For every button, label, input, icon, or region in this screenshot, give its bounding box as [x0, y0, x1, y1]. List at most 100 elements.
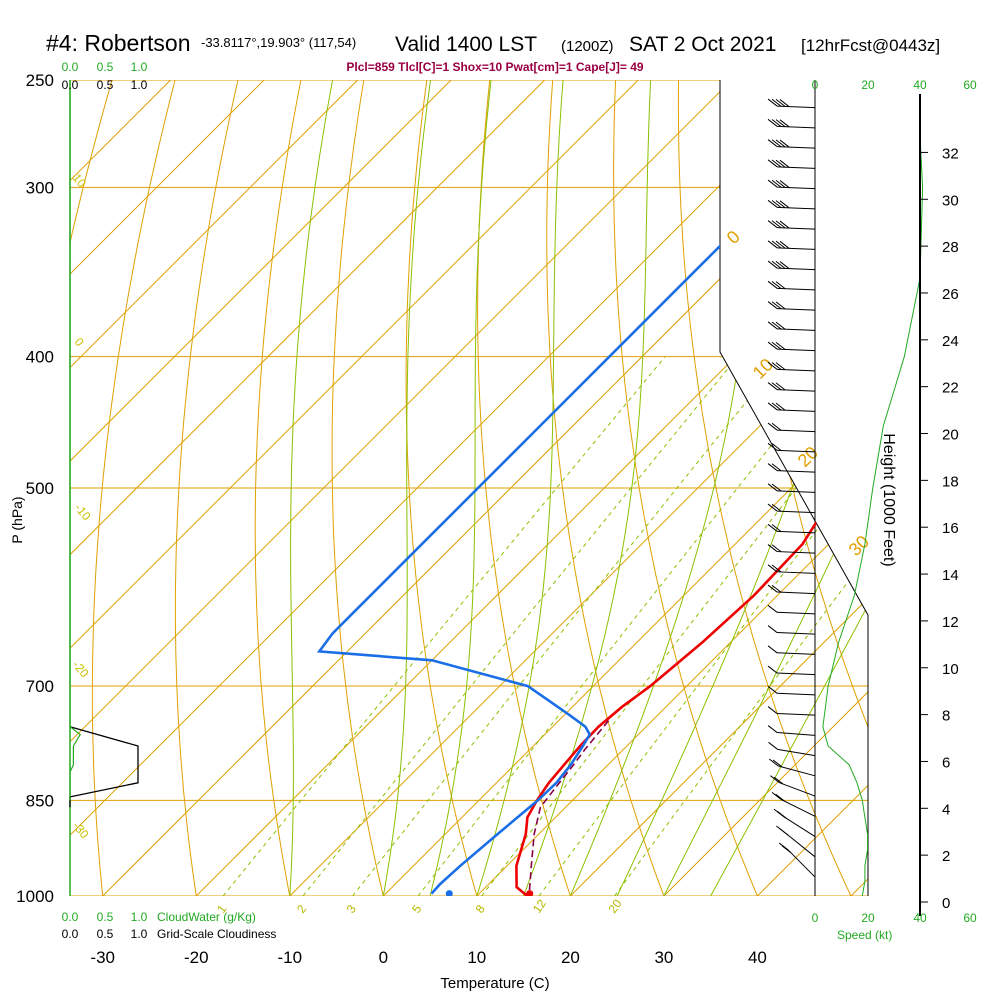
wind-barb-shaft: [777, 632, 816, 635]
wind-barb-shaft: [777, 227, 816, 230]
temperature-tick-label: -10: [278, 948, 303, 967]
wind-barb-flag: [779, 119, 790, 128]
wind-barb-flag: [767, 442, 778, 451]
dry-adiabat-label: 0: [72, 335, 87, 349]
wind-barb: [767, 159, 816, 169]
dry-adiabat-label: -20: [70, 658, 92, 681]
wind-barb: [767, 706, 816, 716]
wind-barb-shaft: [777, 287, 816, 291]
wind-barb: [768, 741, 816, 757]
wind-barb-shaft: [780, 798, 816, 817]
wind-barb-flag: [771, 483, 782, 492]
wind-barb-flag: [771, 200, 782, 208]
cloudwater-tick-top: 0.5: [97, 60, 114, 74]
wind-barb-flag: [771, 402, 782, 411]
wind-barb-flag: [775, 139, 786, 148]
wind-barb-flag: [775, 301, 786, 310]
moist-adiabat-15: [523, 80, 652, 896]
isotherm-label: 10: [749, 355, 777, 383]
isotherm--50: [70, 80, 733, 896]
wind-barb-shaft: [787, 849, 816, 878]
wind-barb-flag: [771, 791, 782, 800]
wind-barb-flag: [771, 260, 782, 269]
background-grid: [70, 80, 868, 896]
mixing-ratio-label: 3: [344, 902, 359, 916]
wind-barb-flag: [767, 625, 778, 633]
sounding-profiles: [316, 106, 868, 896]
wind-barb-shaft: [777, 206, 816, 210]
wind-barb-flag: [767, 523, 778, 532]
dry-adiabat-10: [405, 80, 478, 896]
isotherm--90: [70, 80, 358, 896]
height-tick-label: 24: [942, 333, 959, 350]
x-axis-label: Temperature (C): [440, 975, 549, 992]
wind-barb: [767, 463, 816, 473]
wind-barb-shaft: [777, 308, 816, 311]
wind-barb-shaft: [777, 732, 816, 736]
height-tick-label: 0: [942, 895, 950, 912]
temperature-tick-label: 0: [379, 948, 388, 967]
cloudwater-tick-bottom: 0.5: [97, 910, 114, 924]
height-tick-label: 8: [942, 708, 950, 725]
wind-barb-flag: [779, 99, 790, 107]
wind-barb-shaft: [779, 782, 816, 797]
mixing-ratio-line-1: [222, 356, 666, 896]
wind-barb-flag: [779, 240, 790, 249]
wind-barb: [767, 361, 816, 372]
wind-barb-flag: [775, 793, 785, 802]
axes: 0246810121416182022242628303225030040050…: [16, 60, 977, 967]
wind-barb-shaft: [777, 611, 816, 615]
height-tick-label: 20: [942, 427, 959, 444]
wind-barb-flag: [767, 544, 778, 552]
cloudiness-tick-top: 1.0: [131, 78, 148, 92]
wind-barb: [778, 842, 816, 878]
wind-barb: [767, 280, 816, 291]
wind-barb-flag: [775, 402, 786, 411]
wind-barb-shaft: [777, 166, 816, 169]
mixing-ratio-line-8: [481, 356, 868, 896]
wind-barb-flag: [771, 443, 782, 451]
wind-barb-shaft: [777, 748, 816, 757]
dry-adiabat-label: -10: [72, 501, 94, 524]
wind-barb: [767, 260, 816, 271]
isotherm-label: 0: [723, 227, 744, 248]
wind-barb-flag: [775, 382, 786, 391]
wind-barb-flag: [767, 260, 778, 269]
height-axis-label: Height (1000 Feet): [880, 433, 897, 566]
wind-barb-shaft: [777, 490, 816, 493]
wind-barb-flag: [779, 180, 790, 188]
moist-adiabat-0: [382, 80, 431, 896]
wind-barb-flag: [771, 98, 782, 107]
wind-barbs: [767, 98, 924, 897]
cloudwater-tick-bottom: 0.0: [62, 910, 79, 924]
parcel-path: [528, 718, 611, 891]
isotherm-label: 30: [845, 532, 873, 560]
wind-barb-flag: [767, 422, 778, 431]
wind-scale-tick-bottom: 0: [812, 911, 819, 925]
wind-barb-shaft: [777, 510, 816, 514]
wind-barb-flag: [767, 725, 778, 733]
wind-barb-flag: [768, 758, 779, 767]
wind-barb: [767, 98, 816, 109]
cloudiness-tick-top: 0.0: [62, 78, 79, 92]
isotherm--10: [289, 80, 868, 896]
forecast-info: [12hrFcst@0443z]: [801, 36, 940, 55]
wind-barb: [767, 199, 816, 210]
wind-barb-flag: [775, 240, 786, 249]
wind-barb-flag: [767, 503, 778, 512]
wind-barb-flag: [767, 280, 778, 289]
mixing-ratio-label: 20: [605, 896, 624, 915]
station-coords: -33.8117°,19.903° (117,54): [201, 35, 356, 50]
cloudiness-tick-top: 0.5: [97, 78, 114, 92]
wind-scale-tick-top: 0: [812, 78, 819, 92]
moist-adiabat-10: [476, 80, 564, 896]
cloudwater-label: CloudWater (g/Kg): [157, 910, 256, 924]
moist-adiabat-30: [663, 80, 868, 896]
wind-barb: [767, 118, 816, 129]
wind-barb: [767, 645, 816, 655]
wind-barb: [767, 220, 816, 230]
wind-barb-flag: [772, 759, 783, 768]
wind-barb-flag: [767, 483, 778, 492]
dry-adiabat-0: [331, 80, 384, 896]
